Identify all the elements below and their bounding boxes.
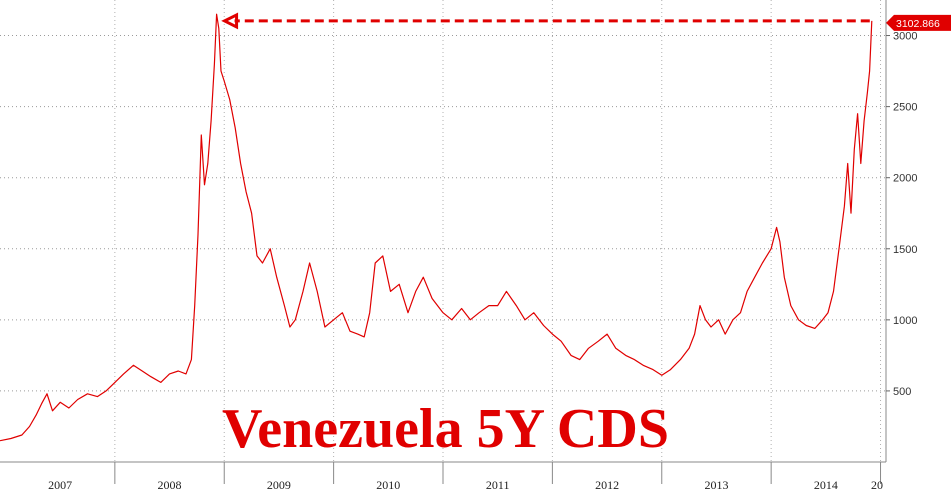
last-value-badge: 3102.866 [886, 14, 951, 31]
y-tick-label: 1000 [893, 315, 917, 327]
year-gridlines [114, 0, 882, 462]
y-tick-label: 500 [893, 386, 911, 398]
year-label: 2010 [376, 478, 400, 492]
year-label: 2012 [595, 478, 619, 492]
year-label: 2009 [267, 478, 291, 492]
year-label: 2013 [704, 478, 728, 492]
peak-arrow [221, 12, 870, 30]
year-label: 2011 [486, 478, 510, 492]
y-tick-label: 2000 [893, 173, 917, 185]
peak-arrow-head [221, 12, 239, 30]
year-label: 2008 [158, 478, 182, 492]
y-tick-label: 3000 [893, 31, 917, 43]
year-label: 20 [871, 478, 883, 492]
last-value-badge-text: 3102.866 [896, 18, 940, 30]
cds-series-line [0, 13, 873, 442]
year-label: 2007 [48, 478, 72, 492]
last-value-badge-shape [886, 14, 951, 31]
x-axis-years: 2007 2008 2009 2010 2011 2012 2013 2014 20 [48, 462, 883, 492]
y-tick-label: 1500 [893, 244, 917, 256]
year-label: 2014 [814, 478, 838, 492]
y-tick-label: 2500 [893, 102, 917, 114]
y-axis-ticks: 500 1000 1500 2000 2500 3000 [886, 31, 917, 398]
chart-title: Venezuela 5Y CDS [222, 398, 669, 460]
